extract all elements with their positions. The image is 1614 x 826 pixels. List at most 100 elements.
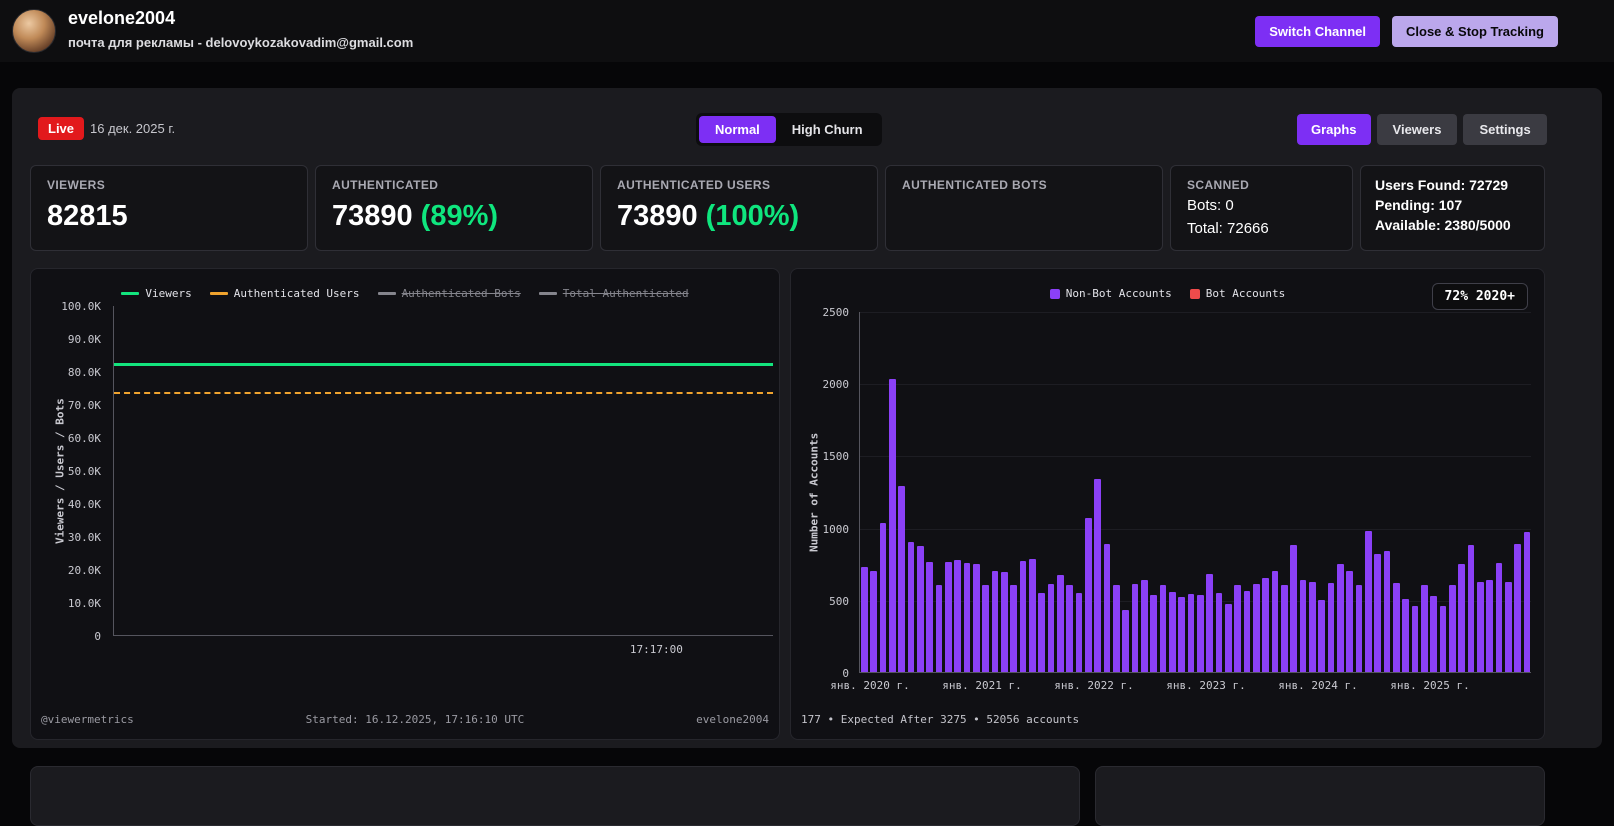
account-bar xyxy=(1346,570,1354,672)
tab-settings[interactable]: Settings xyxy=(1463,114,1547,145)
account-bar xyxy=(1421,585,1428,672)
mode-high-churn-button[interactable]: High Churn xyxy=(776,116,879,143)
account-bar xyxy=(1010,584,1018,672)
pending-line: Pending: 107 xyxy=(1375,197,1463,213)
account-bar xyxy=(861,566,868,672)
account-bar xyxy=(889,378,896,672)
account-bar xyxy=(1523,531,1531,672)
scanned-total-line: Total: 72666 xyxy=(1187,220,1269,237)
authenticated-users-value: 73890 xyxy=(617,200,698,232)
account-bar xyxy=(1001,572,1008,672)
legend-label-bot-accounts: Bot Accounts xyxy=(1205,287,1286,300)
stats-row: VIEWERS 82815 AUTHENTICATED 73890 (89%) A… xyxy=(30,165,1545,251)
mode-normal-button[interactable]: Normal xyxy=(699,116,776,143)
account-bar xyxy=(1178,596,1186,672)
account-bar xyxy=(1383,550,1391,672)
bar-chart-xticks: янв. 2020 г. янв. 2021 г. янв. 2022 г. янв.… xyxy=(830,679,1531,693)
account-bar xyxy=(1206,573,1214,672)
bottom-panel-left xyxy=(30,766,1080,826)
account-bar xyxy=(954,560,962,672)
mode-toggle: Normal High Churn xyxy=(696,113,882,146)
viewers-line-swatch xyxy=(121,292,140,295)
channel-name: evelone2004 xyxy=(68,8,176,28)
bar-chart-legend: Non-Bot Accounts Bot Accounts xyxy=(791,287,1544,300)
footer-started: Started: 16.12.2025, 17:16:10 UTC xyxy=(305,713,525,726)
legend-item-non-bot-accounts[interactable]: Non-Bot Accounts xyxy=(1049,287,1172,300)
account-bar xyxy=(1262,578,1270,672)
x-tick-label: янв. 2020 г. xyxy=(830,679,910,692)
authenticated-bots-card-label: AUTHENTICATED BOTS xyxy=(902,178,1047,192)
bot-accounts-swatch xyxy=(1189,288,1200,299)
x-tick-label: янв. 2023 г. xyxy=(1166,679,1246,692)
close-stop-tracking-button[interactable]: Close & Stop Tracking xyxy=(1392,16,1558,47)
scanned-card-label: SCANNED xyxy=(1187,178,1250,192)
authenticated-users-percent: (100%) xyxy=(705,200,800,232)
authenticated-card-value: 73890 (89%) xyxy=(332,200,576,233)
account-bar xyxy=(1047,583,1055,672)
authenticated-users-card-label: AUTHENTICATED USERS xyxy=(617,178,771,192)
account-bar xyxy=(870,570,878,672)
authenticated-card: AUTHENTICATED 73890 (89%) xyxy=(315,165,593,251)
legend-item-bot-accounts[interactable]: Bot Accounts xyxy=(1189,287,1286,300)
account-bar xyxy=(1337,563,1344,672)
tab-graphs[interactable]: Graphs xyxy=(1297,114,1371,145)
account-bar xyxy=(917,546,924,672)
account-bar xyxy=(1430,596,1438,672)
account-bar xyxy=(1234,585,1242,672)
account-bar xyxy=(907,542,915,672)
account-bar xyxy=(1439,606,1447,672)
y-tick-label: 500 xyxy=(829,594,849,608)
account-bar xyxy=(991,570,999,672)
footer-channel: evelone2004 xyxy=(696,713,769,726)
legend-item-total-authenticated[interactable]: Total Authenticated xyxy=(538,287,689,300)
account-bar xyxy=(1309,582,1316,672)
users-found-line: Users Found: 72729 xyxy=(1375,177,1509,193)
legend-item-viewers[interactable]: Viewers xyxy=(121,287,192,300)
account-bar xyxy=(1159,585,1167,672)
view-buttons: Graphs Viewers Settings xyxy=(1297,114,1547,145)
account-bar xyxy=(1066,585,1074,672)
line-chart-footer: @viewermetrics Started: 16.12.2025, 17:1… xyxy=(41,713,769,726)
account-bar xyxy=(1197,595,1204,672)
y-tick-label: 1500 xyxy=(822,450,850,464)
bar-chart-plot xyxy=(859,312,1531,673)
switch-channel-button[interactable]: Switch Channel xyxy=(1255,16,1381,47)
account-bar xyxy=(926,562,934,672)
authenticated-users-line-swatch xyxy=(209,292,228,295)
top-bar: evelone2004 почта для рекламы - delovoyk… xyxy=(0,0,1614,62)
authenticated-users-card: AUTHENTICATED USERS 73890 (100%) xyxy=(600,165,878,251)
line-chart-panel: Viewers Authenticated Users Authenticate… xyxy=(30,268,780,740)
gridline xyxy=(860,312,1531,313)
tab-viewers[interactable]: Viewers xyxy=(1376,114,1458,145)
y-tick-label: 50.0K xyxy=(67,465,101,478)
account-bar xyxy=(1402,599,1410,672)
account-bar xyxy=(1243,591,1251,672)
legend-item-authenticated-bots[interactable]: Authenticated Bots xyxy=(377,287,521,300)
account-bar xyxy=(1411,606,1419,672)
bar-chart-panel: Non-Bot Accounts Bot Accounts 72% 2020+ … xyxy=(790,268,1545,740)
account-bar xyxy=(1318,599,1326,672)
channel-subtitle: почта для рекламы - delovoykozakovadim@g… xyxy=(68,35,414,50)
line-chart-xtick: 17:17:00 xyxy=(629,643,683,656)
scanned-bots-line: Bots: 0 xyxy=(1187,197,1234,214)
topbar-actions: Switch Channel Close & Stop Tracking xyxy=(1255,16,1558,47)
account-bar xyxy=(879,523,887,672)
gridline xyxy=(860,384,1531,386)
y-tick-label: 1000 xyxy=(822,522,850,536)
y-tick-label: 40.0K xyxy=(67,498,101,511)
channel-avatar xyxy=(12,9,56,53)
account-bar xyxy=(1038,592,1046,672)
date-label: 16 дек. 2025 г. xyxy=(90,121,176,136)
account-bar xyxy=(982,585,990,672)
scanned-card: SCANNED Bots: 0 Total: 72666 xyxy=(1170,165,1353,251)
account-bar xyxy=(1225,604,1232,672)
account-bar xyxy=(973,564,980,672)
account-bar xyxy=(1057,575,1064,672)
account-bar xyxy=(1094,478,1102,672)
viewers-card: VIEWERS 82815 xyxy=(30,165,308,251)
y-tick-label: 20.0K xyxy=(67,564,101,577)
authenticated-value: 73890 xyxy=(332,200,413,232)
legend-item-authenticated-users[interactable]: Authenticated Users xyxy=(209,287,360,300)
gridline xyxy=(860,456,1531,458)
gridline xyxy=(860,528,1531,530)
